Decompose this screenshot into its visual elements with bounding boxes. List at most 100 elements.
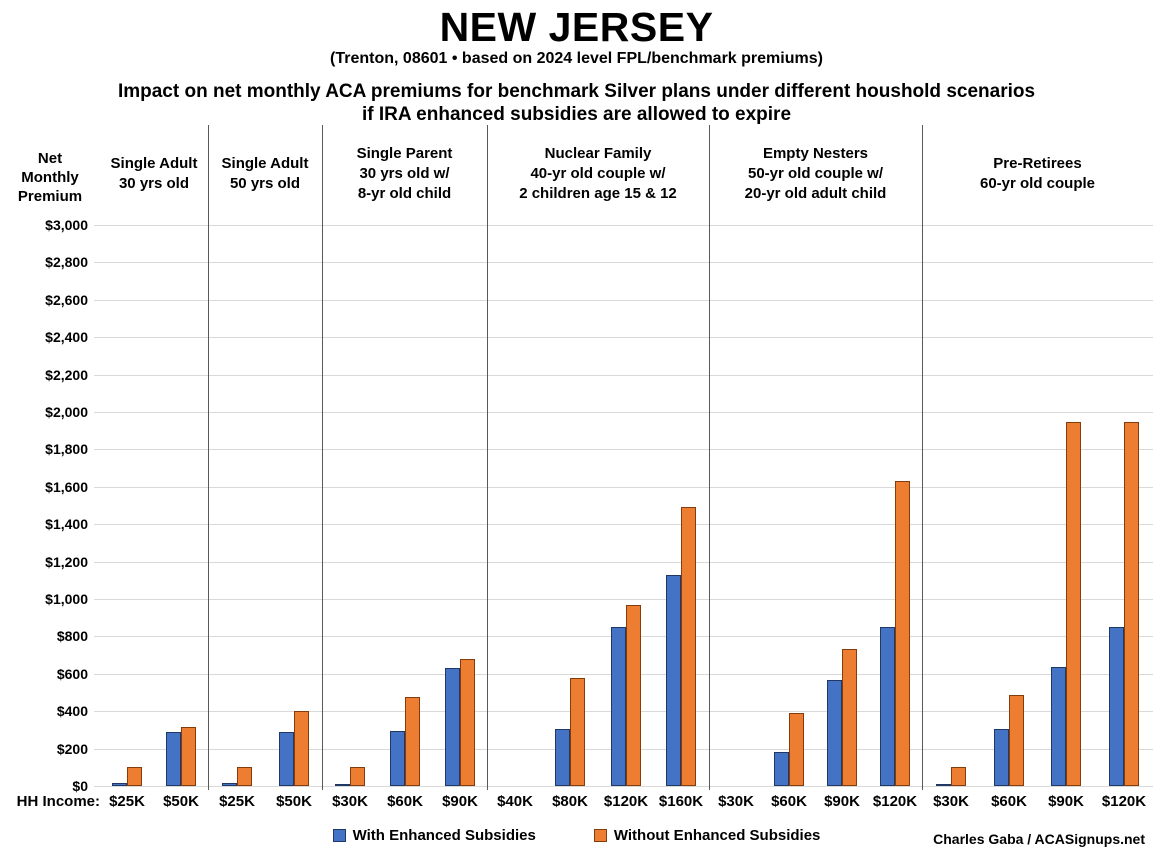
group-header: Empty Nesters 50-yr old couple w/ 20-yr … xyxy=(744,145,887,202)
bar-without-subsidies xyxy=(895,481,910,786)
bar-with-subsidies xyxy=(335,784,350,786)
bar-with-subsidies xyxy=(880,627,895,786)
y-gridline xyxy=(94,449,1153,450)
bar-without-subsidies xyxy=(789,713,804,786)
y-gridline xyxy=(94,337,1153,338)
bar-without-subsidies xyxy=(951,767,966,786)
group-separator xyxy=(709,125,710,790)
y-tick-label: $2,800 xyxy=(45,254,88,270)
y-gridline xyxy=(94,562,1153,563)
legend-swatch-without-icon xyxy=(593,829,607,842)
bar-with-subsidies xyxy=(222,783,237,786)
group-header: Single Adult 30 yrs old xyxy=(110,155,198,192)
income-label: $120K xyxy=(1101,793,1147,810)
bar-with-subsidies xyxy=(555,729,570,786)
income-label: $120K xyxy=(872,793,918,810)
bar-with-subsidies xyxy=(390,731,405,786)
legend-item-with-subsidies: With Enhanced Subsidies xyxy=(332,827,536,844)
bar-with-subsidies xyxy=(1109,627,1124,786)
income-label: $25K xyxy=(219,793,255,810)
credit-attribution: Charles Gaba / ACASignups.net xyxy=(933,831,1145,847)
y-tick-label: $0 xyxy=(72,778,88,794)
group-separator xyxy=(922,125,923,790)
bar-with-subsidies xyxy=(936,784,951,786)
bar-without-subsidies xyxy=(1124,422,1139,786)
bar-with-subsidies xyxy=(994,729,1009,786)
y-gridline xyxy=(94,524,1153,525)
bar-without-subsidies xyxy=(350,767,365,786)
bar-without-subsidies xyxy=(681,507,696,786)
bar-without-subsidies xyxy=(237,767,252,786)
y-tick-label: $2,600 xyxy=(45,292,88,308)
income-label: $50K xyxy=(163,793,199,810)
y-tick-label: $1,400 xyxy=(45,516,88,532)
chart-heading-line2: if IRA enhanced subsidies are allowed to… xyxy=(361,104,792,125)
income-label: $80K xyxy=(552,793,588,810)
y-axis-title: Net Monthly Premium xyxy=(17,150,83,205)
y-tick-label: $800 xyxy=(56,628,88,644)
y-tick-label: $1,200 xyxy=(45,554,88,570)
bar-with-subsidies xyxy=(166,732,181,786)
bar-with-subsidies xyxy=(445,668,460,786)
income-label: $60K xyxy=(771,793,807,810)
income-label: $40K xyxy=(497,793,533,810)
legend: With Enhanced Subsidies Without Enhanced… xyxy=(0,827,1153,844)
income-label: $25K xyxy=(109,793,145,810)
income-label: $90K xyxy=(1048,793,1084,810)
bar-with-subsidies xyxy=(279,732,294,786)
y-gridline xyxy=(94,262,1153,263)
bar-with-subsidies xyxy=(112,783,127,786)
y-tick-label: $400 xyxy=(56,703,88,719)
y-tick-label: $600 xyxy=(56,666,88,682)
page-title: NEW JERSEY xyxy=(439,4,714,50)
group-separator xyxy=(487,125,488,790)
bar-with-subsidies xyxy=(611,627,626,786)
bar-without-subsidies xyxy=(127,767,142,786)
y-gridline xyxy=(94,412,1153,413)
page-subtitle: (Trenton, 08601 • based on 2024 level FP… xyxy=(330,50,823,67)
group-header: Single Adult 50 yrs old xyxy=(221,155,309,192)
bar-without-subsidies xyxy=(460,659,475,786)
group-header: Nuclear Family 40-yr old couple w/ 2 chi… xyxy=(519,145,677,202)
income-label: $160K xyxy=(658,793,704,810)
bar-with-subsidies xyxy=(827,680,842,786)
y-tick-label: $3,000 xyxy=(45,217,88,233)
chart-heading: Impact on net monthly ACA premiums for b… xyxy=(0,80,1153,126)
group-header: Single Parent 30 yrs old w/ 8-yr old chi… xyxy=(356,145,453,202)
income-label: $30K xyxy=(332,793,368,810)
y-tick-label: $1,000 xyxy=(45,591,88,607)
y-tick-label: $1,800 xyxy=(45,441,88,457)
income-label: $30K xyxy=(933,793,969,810)
y-gridline xyxy=(94,225,1153,226)
income-label: $50K xyxy=(276,793,312,810)
bar-with-subsidies xyxy=(666,575,681,786)
income-label: $60K xyxy=(387,793,423,810)
y-gridline xyxy=(94,487,1153,488)
group-header: Pre-Retirees 60-yr old couple xyxy=(979,155,1096,192)
bar-without-subsidies xyxy=(294,711,309,786)
y-tick-label: $2,400 xyxy=(45,329,88,345)
y-tick-label: $1,600 xyxy=(45,479,88,495)
legend-label-without: Without Enhanced Subsidies xyxy=(613,827,821,844)
legend-swatch-with-icon xyxy=(332,829,346,842)
x-axis-prefix-label: HH Income: xyxy=(16,793,100,810)
income-label: $60K xyxy=(991,793,1027,810)
bar-without-subsidies xyxy=(1009,695,1024,786)
y-gridline xyxy=(94,375,1153,376)
income-label: $120K xyxy=(603,793,649,810)
y-tick-label: $2,000 xyxy=(45,404,88,420)
y-gridline xyxy=(94,786,1153,787)
y-gridline xyxy=(94,599,1153,600)
y-tick-label: $2,200 xyxy=(45,367,88,383)
legend-item-without-subsidies: Without Enhanced Subsidies xyxy=(593,827,821,844)
income-label: $90K xyxy=(824,793,860,810)
y-tick-label: $200 xyxy=(56,741,88,757)
group-separator xyxy=(208,125,209,790)
bar-with-subsidies xyxy=(1051,667,1066,786)
bar-without-subsidies xyxy=(181,727,196,786)
y-gridline xyxy=(94,300,1153,301)
group-separator xyxy=(322,125,323,790)
income-label: $90K xyxy=(442,793,478,810)
bar-without-subsidies xyxy=(1066,422,1081,786)
